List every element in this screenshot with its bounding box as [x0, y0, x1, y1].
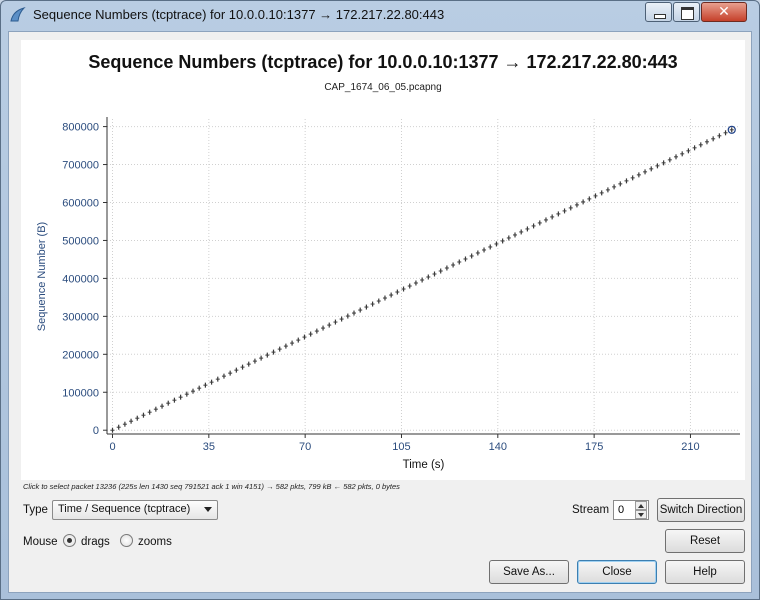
switch-direction-button[interactable]: Switch Direction — [657, 498, 745, 522]
help-button[interactable]: Help — [665, 560, 745, 584]
stream-value: 0 — [618, 504, 625, 516]
y-axis-label: Sequence Number (B) — [36, 222, 48, 331]
y-tick-label: 100000 — [62, 387, 99, 399]
plot-area[interactable]: Sequence Numbers (tcptrace) for 10.0.0.1… — [21, 40, 745, 480]
title-bar[interactable]: Sequence Numbers (tcptrace) for 10.0.0.1… — [1, 1, 759, 29]
close-icon: ✕ — [718, 4, 730, 20]
x-axis-label: Time (s) — [403, 459, 445, 471]
wireshark-fin-icon — [10, 7, 26, 22]
save-as-button[interactable]: Save As... — [489, 560, 569, 584]
x-tick-label: 105 — [392, 441, 410, 453]
y-tick-label: 600000 — [62, 197, 99, 209]
spin-up-icon[interactable] — [635, 501, 647, 510]
y-tick-label: 0 — [93, 425, 99, 437]
plot-subtitle: CAP_1674_06_05.pcapng — [324, 82, 442, 93]
x-tick-label: 175 — [585, 441, 603, 453]
dialog-body: Sequence Numbers (tcptrace) for 10.0.0.1… — [8, 31, 752, 593]
plot-title: Sequence Numbers (tcptrace) for 10.0.0.1… — [88, 52, 678, 72]
drags-label[interactable]: drags — [81, 536, 110, 548]
zooms-label[interactable]: zooms — [138, 536, 172, 548]
y-tick-label: 500000 — [62, 235, 99, 247]
mouse-label: Mouse — [23, 536, 58, 548]
y-tick-label: 400000 — [62, 273, 99, 285]
y-tick-label: 300000 — [62, 311, 99, 323]
x-tick-label: 35 — [203, 441, 215, 453]
maximize-button[interactable] — [673, 2, 700, 22]
drags-radio[interactable] — [63, 534, 76, 547]
graph-type-select[interactable]: Time / Sequence (tcptrace) — [52, 500, 218, 520]
x-tick-label: 210 — [681, 441, 699, 453]
sequence-chart[interactable]: 0 35 70 105 140 175 210 0 100000 200000 300000 4000… — [21, 40, 745, 480]
y-tick-label: 700000 — [62, 160, 99, 172]
y-tick-label: 800000 — [62, 122, 99, 134]
x-tick-label: 0 — [109, 441, 115, 453]
selected-point-marker — [727, 125, 736, 134]
close-button[interactable]: Close — [577, 560, 657, 584]
type-label: Type — [23, 504, 48, 516]
stream-spinbox[interactable]: 0 — [613, 500, 649, 520]
x-tick-label: 70 — [299, 441, 311, 453]
x-tick-label: 140 — [489, 441, 507, 453]
close-window-button[interactable]: ✕ — [701, 2, 747, 22]
reset-button[interactable]: Reset — [665, 529, 745, 553]
y-tick-label: 200000 — [62, 349, 99, 361]
spin-down-icon[interactable] — [635, 510, 647, 519]
status-hint: Click to select packet 13236 (225s len 1… — [23, 482, 400, 491]
window-title: Sequence Numbers (tcptrace) for 10.0.0.1… — [33, 7, 445, 22]
graph-type-value: Time / Sequence (tcptrace) — [58, 503, 191, 515]
chevron-down-icon — [204, 507, 212, 512]
stream-label: Stream — [572, 504, 610, 516]
minimize-button[interactable] — [645, 2, 672, 22]
zooms-radio[interactable] — [120, 534, 133, 547]
